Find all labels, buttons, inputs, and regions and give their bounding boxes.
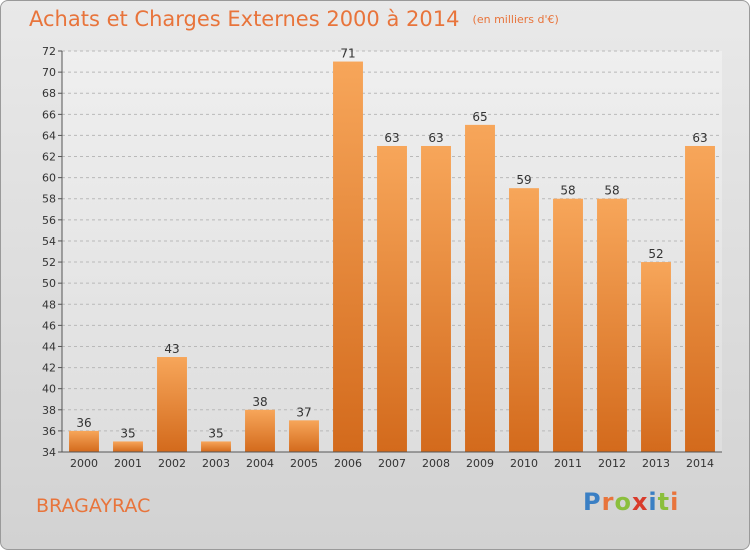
data-label: 35 — [208, 426, 223, 440]
x-tick-label: 2000 — [70, 457, 98, 470]
bar-2009 — [465, 124, 495, 453]
y-tick-label: 68 — [42, 87, 56, 100]
x-tick-label: 2006 — [334, 457, 362, 470]
x-tick-label: 2013 — [642, 457, 670, 470]
logo-letter: t — [657, 488, 671, 516]
data-label: 58 — [560, 184, 575, 198]
logo-letter: x — [631, 488, 649, 516]
data-label: 52 — [648, 247, 663, 261]
chart-title: Achats et Charges Externes 2000 à 2014 (… — [29, 7, 559, 31]
x-tick-label: 2014 — [686, 457, 714, 470]
title-text: Achats et Charges Externes 2000 à 2014 — [29, 7, 460, 31]
data-label: 63 — [384, 131, 399, 145]
y-tick-label: 40 — [42, 383, 56, 396]
logo-letter: i — [648, 488, 658, 516]
x-tick-label: 2010 — [510, 457, 538, 470]
logo-letter: P — [583, 488, 602, 516]
bar-2011 — [553, 198, 583, 452]
data-label: 38 — [252, 395, 267, 409]
y-tick-label: 46 — [42, 319, 56, 332]
bar-2007 — [377, 145, 407, 452]
x-tick-label: 2012 — [598, 457, 626, 470]
y-tick-label: 52 — [42, 256, 56, 269]
x-axis: 2000 2001 2002 2003 2004 2005 2006 2007 2008 2009… — [62, 451, 722, 470]
title-unit: (en milliers d'€) — [472, 13, 559, 26]
data-label: 35 — [120, 426, 135, 440]
y-tick-label: 72 — [42, 45, 56, 58]
y-tick-label: 62 — [42, 151, 56, 164]
y-tick-label: 48 — [42, 298, 56, 311]
y-tick-label: 64 — [42, 129, 56, 142]
data-label: 43 — [164, 342, 179, 356]
bars: 36 35 43 35 38 37 71 63 63 65 59 58 58 52 63 — [69, 47, 715, 453]
data-label: 65 — [472, 110, 487, 124]
y-tick-label: 66 — [42, 108, 56, 121]
x-tick-label: 2001 — [114, 457, 142, 470]
y-tick-label: 38 — [42, 404, 56, 417]
bar-2012 — [597, 198, 627, 452]
logo-letter: o — [614, 488, 632, 516]
x-tick-label: 2007 — [378, 457, 406, 470]
data-label: 37 — [296, 405, 311, 419]
logo-letter: i — [670, 488, 680, 516]
y-tick-label: 60 — [42, 172, 56, 185]
data-label: 36 — [76, 416, 91, 430]
logo-letter: r — [601, 488, 615, 516]
bar-2002 — [157, 357, 187, 452]
x-tick-label: 2009 — [466, 457, 494, 470]
bar-2005 — [289, 420, 319, 452]
x-tick-label: 2002 — [158, 457, 186, 470]
bar-2013 — [641, 262, 671, 452]
data-label: 71 — [340, 47, 355, 61]
proxiti-logo: Proxiti — [583, 488, 679, 516]
y-tick-label: 56 — [42, 214, 56, 227]
x-tick-label: 2005 — [290, 457, 318, 470]
y-axis: 34 36 38 40 42 44 46 48 50 52 54 56 58 60 62 64 66 68 70 72 — [42, 45, 63, 459]
bar-2001 — [113, 441, 143, 452]
bar-2006 — [333, 61, 363, 452]
bar-2000 — [69, 430, 99, 452]
commune-name: BRAGAYRAC — [36, 495, 151, 517]
y-tick-label: 34 — [42, 446, 56, 459]
bar-2004 — [245, 409, 275, 452]
bar-2008 — [421, 145, 451, 452]
x-tick-label: 2004 — [246, 457, 274, 470]
data-label: 63 — [428, 131, 443, 145]
bar-2003 — [201, 441, 231, 452]
bar-2010 — [509, 188, 539, 452]
data-label: 59 — [516, 173, 531, 187]
y-tick-label: 36 — [42, 425, 56, 438]
y-tick-label: 54 — [42, 235, 56, 248]
y-tick-label: 44 — [42, 340, 56, 353]
y-tick-label: 70 — [42, 66, 56, 79]
data-label: 63 — [692, 131, 707, 145]
y-tick-label: 42 — [42, 362, 56, 375]
y-tick-label: 58 — [42, 193, 56, 206]
x-tick-label: 2003 — [202, 457, 230, 470]
x-tick-label: 2011 — [554, 457, 582, 470]
x-tick-label: 2008 — [422, 457, 450, 470]
bar-2014 — [685, 145, 715, 452]
y-tick-label: 50 — [42, 277, 56, 290]
data-label: 58 — [604, 184, 619, 198]
